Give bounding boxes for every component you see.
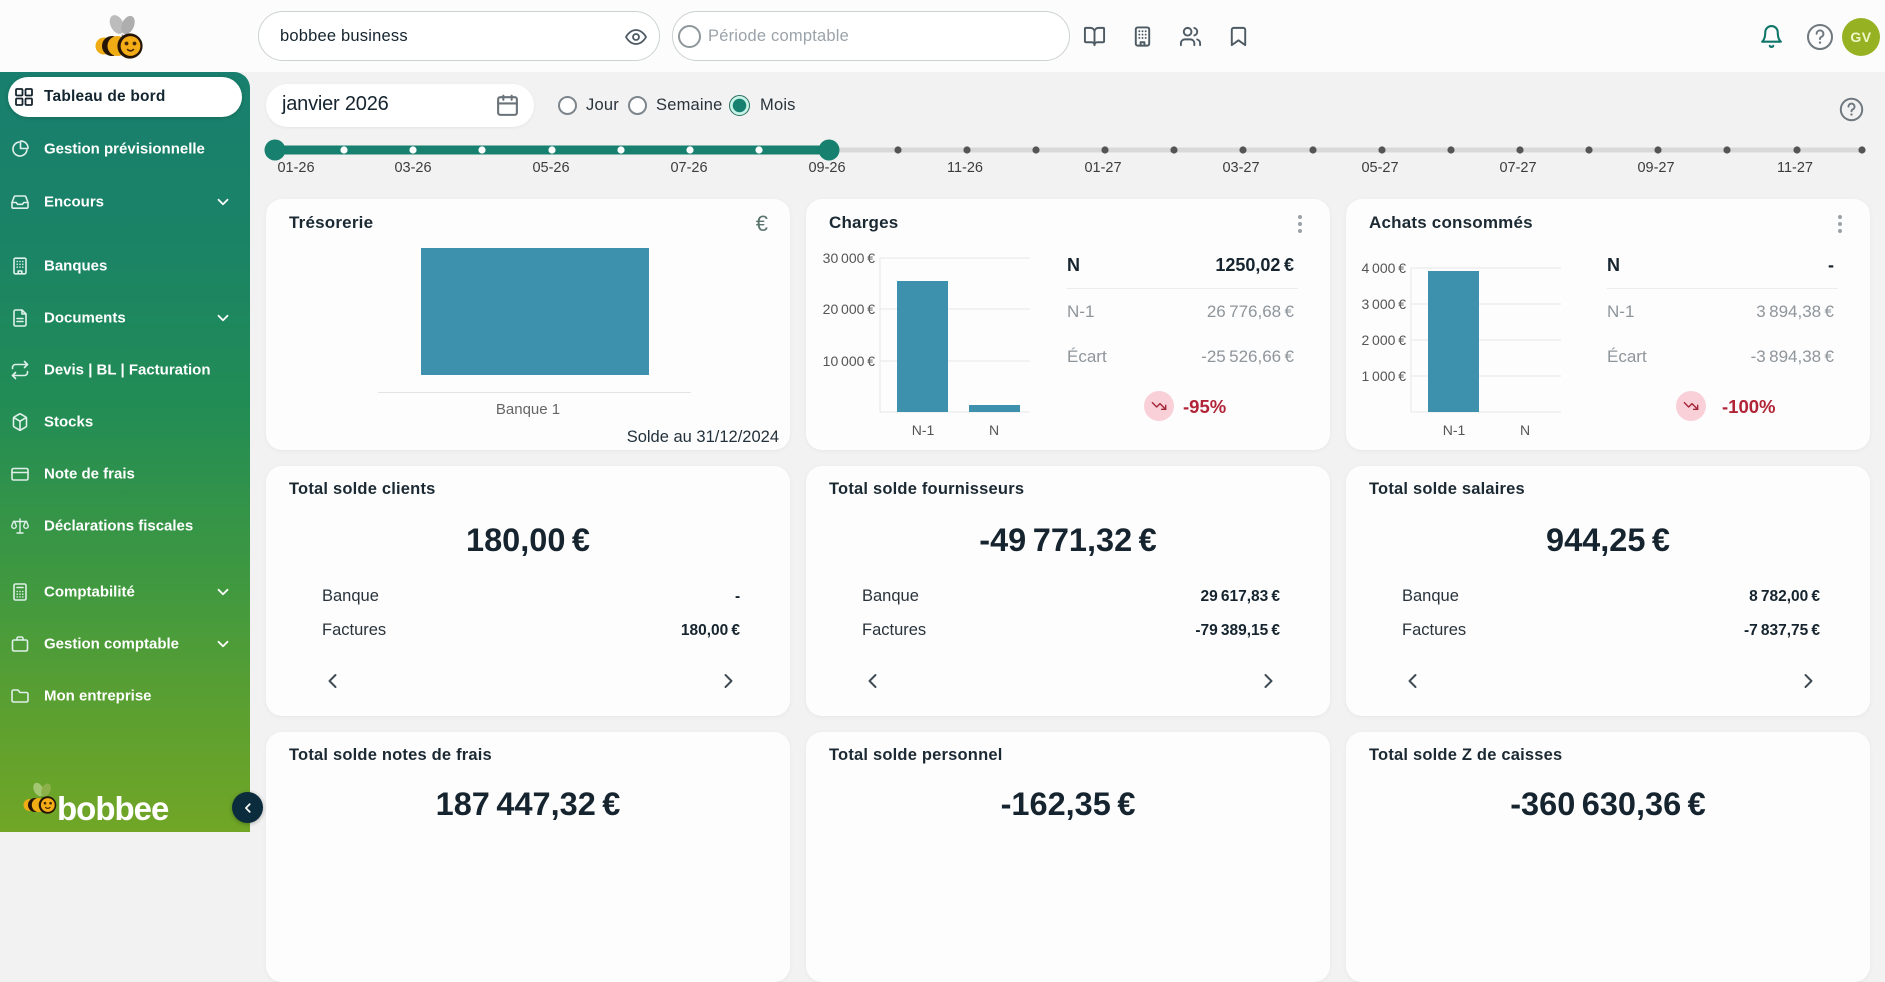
svg-text:N-1: N-1 [1443, 422, 1466, 438]
svg-text:1 000 €: 1 000 € [1361, 368, 1406, 384]
svg-text:N-1: N-1 [912, 422, 935, 438]
svg-text:10 000 €: 10 000 € [823, 353, 876, 369]
svg-text:3 000 €: 3 000 € [1361, 296, 1406, 312]
svg-text:bobbee: bobbee [57, 790, 169, 827]
svg-text:30 000 €: 30 000 € [823, 250, 876, 266]
svg-text:2 000 €: 2 000 € [1361, 332, 1406, 348]
svg-text:N: N [989, 422, 999, 438]
svg-text:20 000 €: 20 000 € [823, 301, 876, 317]
svg-text:4 000 €: 4 000 € [1361, 260, 1406, 276]
svg-text:N: N [1520, 422, 1530, 438]
